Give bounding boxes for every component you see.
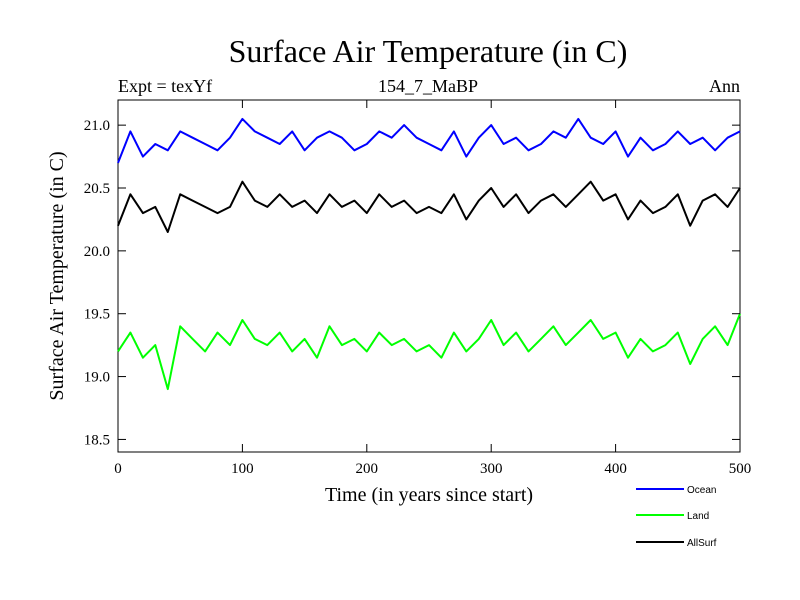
season-label: Ann [709,76,740,96]
x-tick-label: 400 [604,461,627,477]
x-axis: 0 100 200 300 400 500 [114,100,751,477]
series-line-ocean [117,117,741,164]
y-tick-label: 18.5 [84,432,110,448]
y-tick-label: 21.0 [84,118,110,134]
legend-label-allsurf: AllSurf [687,538,717,549]
series-layer [117,117,741,391]
legend-label-land: Land [687,511,709,522]
series-line-allsurf [117,180,741,233]
y-tick-label: 19.5 [84,307,110,323]
x-tick-label: 0 [114,461,122,477]
y-axis-label: Surface Air Temperature (in C) [46,151,68,400]
y-tick-label: 20.0 [84,244,110,260]
plot-frame [117,99,741,453]
legend-label-ocean: Ocean [687,485,716,496]
y-tick-label: 20.5 [84,181,110,197]
x-tick-label: 100 [231,461,254,477]
y-tick-label: 19.0 [84,370,110,386]
x-axis-label: Time (in years since start) [325,484,533,506]
chart-title: Surface Air Temperature (in C) [229,33,628,69]
series-line-land [117,313,741,391]
x-tick-label: 500 [729,461,752,477]
x-tick-label: 300 [480,461,503,477]
legend: Ocean Land AllSurf [636,485,717,549]
run-label: 154_7_MaBP [378,76,478,96]
experiment-label: Expt = texYf [118,76,212,96]
y-axis: 18.5 19.0 19.5 20.0 20.5 21.0 [84,118,740,448]
x-tick-label: 200 [356,461,379,477]
